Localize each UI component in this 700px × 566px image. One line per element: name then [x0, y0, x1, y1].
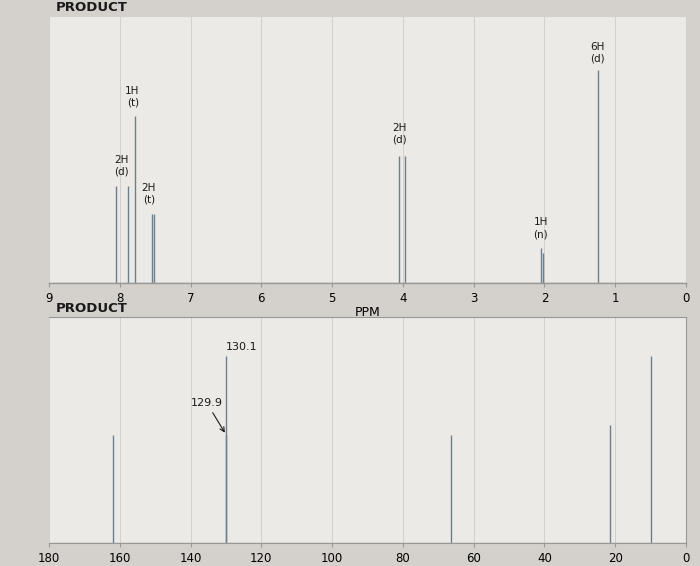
X-axis label: PPM: PPM [355, 306, 380, 319]
Text: 2H
(d): 2H (d) [392, 123, 407, 144]
Text: 130.1: 130.1 [225, 342, 257, 353]
Text: 1H
(n): 1H (n) [533, 217, 548, 239]
Text: 129.9: 129.9 [190, 397, 224, 432]
Text: 2H
(d): 2H (d) [113, 155, 128, 177]
Text: PRODUCT: PRODUCT [55, 1, 127, 14]
Text: 6H
(d): 6H (d) [590, 42, 605, 63]
Text: 2H
(t): 2H (t) [141, 183, 155, 204]
Text: 1H
(t): 1H (t) [125, 85, 139, 107]
Text: PRODUCT: PRODUCT [55, 302, 127, 315]
